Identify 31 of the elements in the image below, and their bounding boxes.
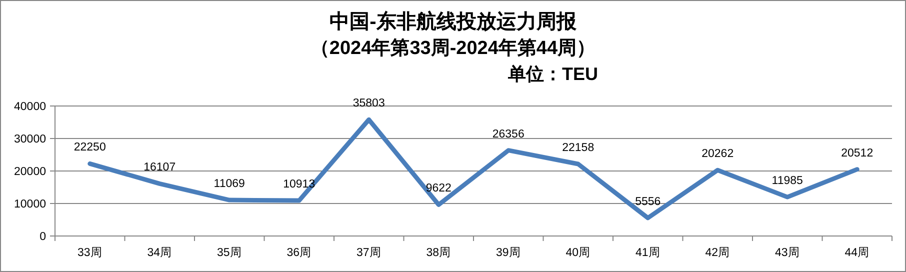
xtick: 41周	[635, 247, 660, 259]
subtitle: （2024年第33周-2024年第44周）	[310, 38, 596, 59]
annotation: 单位：TEU	[508, 64, 598, 84]
xtick: 42周	[705, 247, 730, 259]
ytick: 30000	[14, 134, 46, 146]
xtick: 39周	[496, 247, 521, 259]
data-label: 16107	[144, 162, 176, 174]
xtick: 33周	[77, 247, 102, 259]
ytick: 40000	[14, 101, 46, 113]
data-label: 11985	[772, 175, 803, 188]
data-label: 20262	[702, 148, 734, 160]
xtick: 37周	[356, 247, 382, 259]
data-label: 9622	[426, 182, 452, 195]
ytick: 10000	[14, 198, 46, 210]
xtick: 34周	[147, 247, 172, 259]
xtick: 38周	[426, 247, 452, 259]
xtick: 40周	[566, 247, 591, 259]
data-label: 11069	[214, 178, 245, 190]
data-label: 20512	[841, 147, 874, 160]
data-label: 22250	[74, 142, 106, 154]
xtick: 35周	[216, 247, 242, 259]
xtick: 36周	[286, 247, 312, 259]
data-label: 5556	[635, 196, 661, 208]
ytick: 20000	[14, 166, 46, 178]
data-label: 26356	[492, 128, 524, 140]
xtick: 44周	[844, 247, 870, 259]
xtick: 43周	[774, 247, 800, 259]
ytick: 0	[40, 231, 46, 243]
data-label: 35803	[352, 98, 385, 110]
data-label: 22158	[562, 142, 594, 154]
title: 中国-东非航线投放运力周报	[330, 11, 576, 33]
